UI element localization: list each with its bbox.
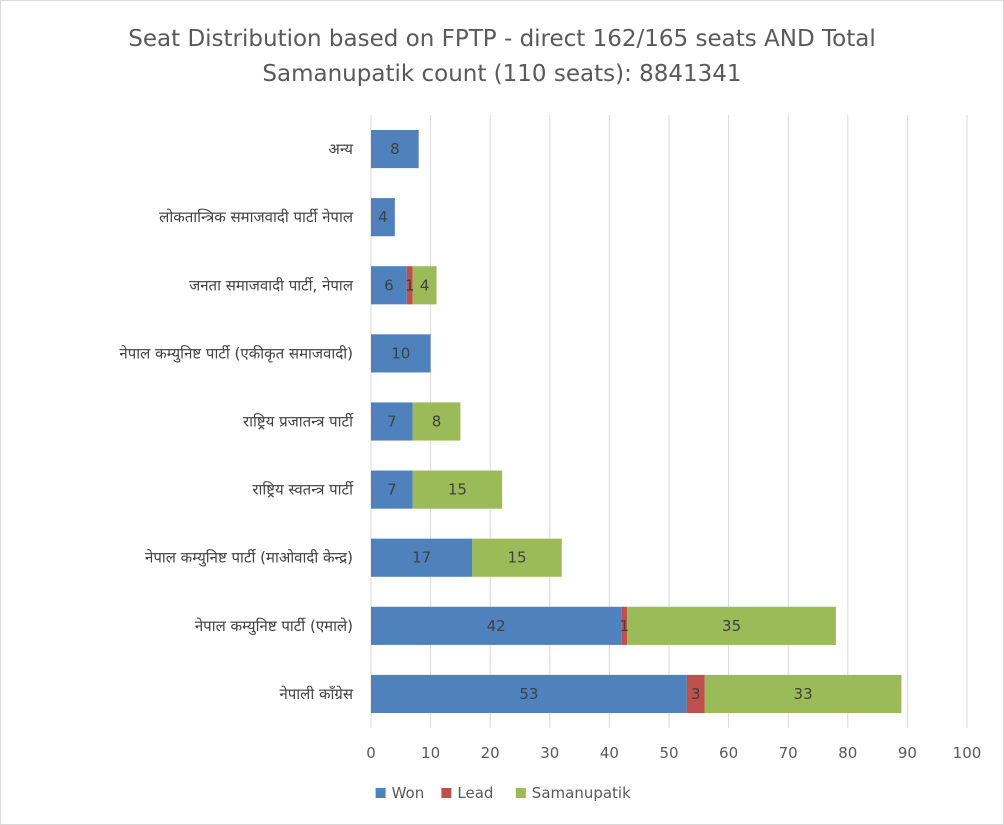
data-label: 1 [620, 617, 630, 635]
data-label: 3 [691, 685, 701, 703]
x-tick-label: 50 [659, 744, 678, 762]
data-label: 8 [390, 140, 400, 158]
bar-samanupatik [412, 402, 461, 441]
category-label: नेपाल कम्युनिष्ट पार्टी (एमाले) [195, 617, 353, 636]
x-tick-label: 20 [481, 744, 500, 762]
gridlines [370, 115, 968, 728]
data-label: 17 [412, 549, 431, 567]
legend-label-won: Won [392, 784, 425, 802]
bar-won [371, 538, 473, 577]
data-label: 35 [722, 617, 741, 635]
data-label: 33 [794, 685, 813, 703]
data-label: 4 [378, 208, 388, 226]
x-tick-label: 0 [366, 744, 376, 762]
category-label: राष्ट्रिय प्रजातन्त्र पार्टी [243, 413, 354, 431]
legend-label-lead: Lead [457, 784, 493, 802]
value-axis-ticks: 0 10 20 30 40 50 60 70 80 90 100 [366, 744, 981, 762]
x-tick-label: 10 [421, 744, 440, 762]
category-axis-labels: अन्य लोकतान्त्रिक समाजवादी पार्टी नेपाल जन… [119, 140, 354, 703]
data-label: 4 [420, 276, 430, 294]
data-label: 7 [387, 481, 397, 499]
bar-won [371, 402, 413, 441]
data-label: 53 [519, 685, 538, 703]
bar-samanupatik [412, 266, 437, 305]
bar-won [371, 674, 687, 714]
bar-samanupatik [704, 674, 902, 714]
bar-samanupatik [412, 470, 503, 509]
data-label: 15 [507, 549, 526, 567]
bar-won [371, 470, 413, 509]
x-tick-label: 60 [719, 744, 738, 762]
x-tick-label: 80 [838, 744, 857, 762]
data-label: 1 [405, 276, 415, 294]
x-tick-label: 40 [600, 744, 619, 762]
bar-won [371, 606, 622, 645]
chart-title-line-1: Seat Distribution based on FPTP - direct… [128, 26, 875, 52]
bar-won [371, 334, 431, 373]
data-label: 42 [487, 617, 506, 635]
data-label: 8 [432, 413, 442, 431]
category-label: जनता समाजवादी पार्टी, नेपाल [189, 276, 354, 294]
data-label: 15 [448, 481, 467, 499]
chart-title: Seat Distribution based on FPTP - direct… [128, 26, 875, 87]
bar-won [371, 266, 407, 305]
category-label: नेपाल कम्युनिष्ट पार्टी (माओवादी केन्द्र… [145, 549, 353, 568]
bar-samanupatik [472, 538, 562, 577]
legend-swatch-won [375, 788, 386, 798]
bars [371, 129, 902, 714]
category-label: अन्य [328, 140, 353, 158]
legend-swatch-samanupatik [515, 788, 526, 798]
category-label: नेपाली काँग्रेस [279, 685, 353, 703]
category-label: राष्ट्रिय स्वतन्त्र पार्टी [252, 481, 354, 499]
data-label: 7 [387, 413, 397, 431]
bar-lead [686, 674, 705, 714]
legend-swatch-lead [441, 788, 452, 798]
data-label: 6 [384, 276, 394, 294]
category-label: नेपाल कम्युनिष्ट पार्टी (एकीकृत समाजवादी… [119, 344, 353, 363]
bar-lead [406, 266, 413, 305]
data-label: 10 [391, 344, 410, 362]
x-tick-label: 100 [953, 744, 982, 762]
chart-title-line-2: Samanupatik count (110 seats): 8841341 [262, 61, 741, 87]
legend-label-samanupatik: Samanupatik [532, 784, 631, 802]
bar-won [371, 198, 395, 237]
x-tick-label: 90 [898, 744, 917, 762]
x-tick-label: 70 [779, 744, 798, 762]
category-label: लोकतान्त्रिक समाजवादी पार्टी नेपाल [159, 208, 354, 226]
bar-samanupatik [627, 606, 836, 645]
x-tick-label: 30 [540, 744, 559, 762]
legend: Won Lead Samanupatik [375, 784, 631, 802]
bar-won [371, 129, 419, 169]
bar-lead [621, 606, 628, 645]
